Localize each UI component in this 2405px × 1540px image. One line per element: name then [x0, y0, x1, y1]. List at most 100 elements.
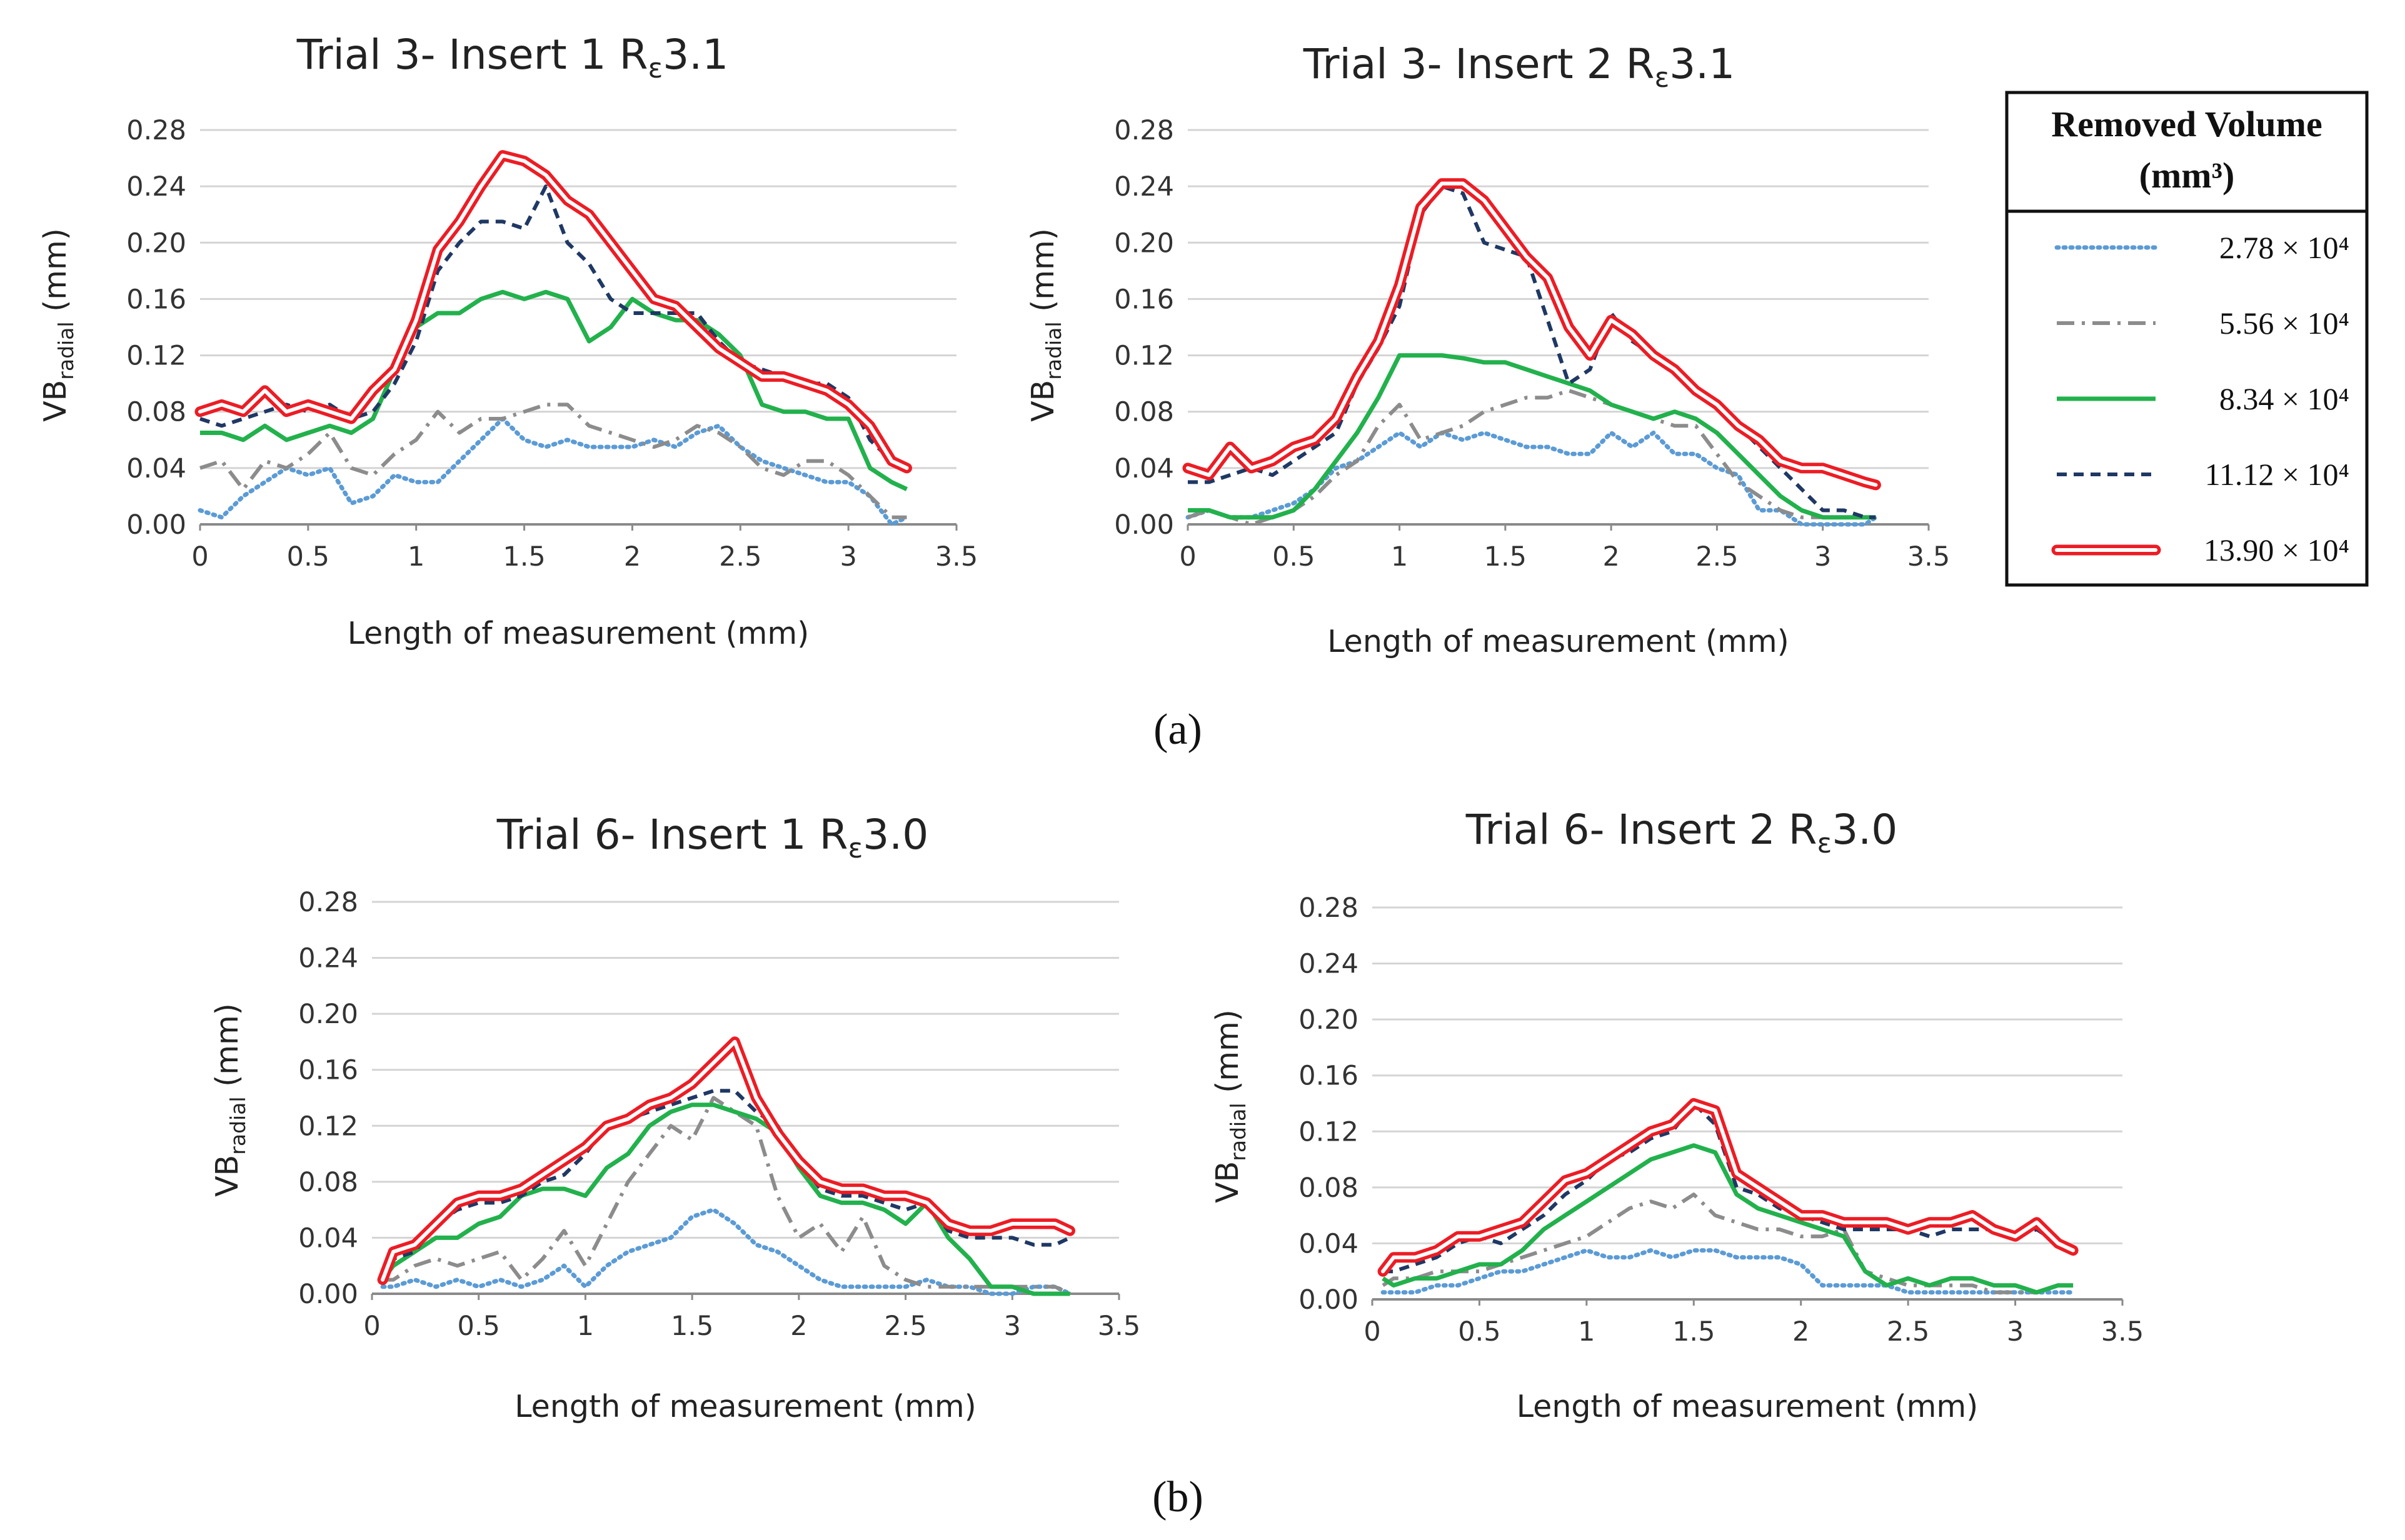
chart-title-sub: ε: [848, 832, 863, 864]
chart-title-tail: 3.1: [663, 31, 728, 79]
series-line-1: [1380, 1248, 2076, 1295]
series-line-3: [1188, 353, 1876, 520]
panel-label-b: (b): [1152, 1473, 1203, 1521]
x-tick-label: 0: [1363, 1316, 1380, 1348]
x-tick-label: 0.5: [287, 541, 329, 572]
y-tick-label: 0.04: [1298, 1228, 1358, 1259]
y-axis-label-main: VB: [209, 1155, 245, 1197]
x-tick-label: 2.5: [1887, 1316, 1929, 1348]
series-line-3: [1382, 1143, 2074, 1295]
y-tick-label: 0.12: [298, 1111, 358, 1142]
legend-frame: [2005, 91, 2369, 587]
y-axis-label-sub: radial: [1226, 1102, 1250, 1161]
y-tick-label: 0.08: [1114, 397, 1174, 428]
chart-trial6-insert2: Trial 6- Insert 2 Rε3.0 0.00 0.04 0.08 0.12 0…: [1210, 806, 2144, 1424]
series-line-2: [199, 402, 907, 519]
x-tick-label: 1.5: [503, 541, 545, 572]
x-tick-label: 1: [577, 1311, 594, 1342]
chart-title-main: Trial 6- Insert 2 R: [1465, 806, 1817, 854]
x-tick-label: 1: [1578, 1316, 1595, 1348]
x-tick-label: 3: [1814, 541, 1831, 572]
x-tick-label: 3: [2007, 1316, 2024, 1348]
y-tick-label: 0.20: [1114, 228, 1174, 259]
legend-entry-4: 11.12 × 10⁴: [2205, 457, 2349, 492]
series-line-3: [381, 1102, 1070, 1296]
chart-title-sub: ε: [648, 52, 663, 84]
y-tick-label: 0.04: [126, 453, 186, 484]
x-tick-label: 3: [1004, 1311, 1021, 1342]
y-tick-label: 0.16: [1114, 284, 1174, 315]
y-tick-label: 0.16: [1298, 1061, 1358, 1092]
y-tick-label: 0.12: [126, 341, 186, 372]
x-tick-label: 2: [1792, 1316, 1809, 1348]
x-tick-label: 3.5: [1098, 1311, 1140, 1342]
series-line-2: [1382, 1192, 2074, 1294]
series-line-5-outer: [194, 150, 912, 474]
x-tick-label: 3: [840, 541, 856, 572]
x-tick-label: 3.5: [1907, 541, 1950, 572]
y-axis-label-unit: (mm): [209, 1003, 245, 1096]
legend-entries: 2.78 × 10⁴ 5.56 × 10⁴ 8.34 × 10⁴ 11.12 × 10…: [2051, 230, 2349, 568]
chart-title-sub: ε: [1817, 828, 1832, 859]
y-axis-label-sub: radial: [226, 1096, 250, 1154]
x-tick-label: 2: [624, 541, 641, 572]
x-tick-label: 1: [408, 541, 424, 572]
x-tick-label: 0.5: [1272, 541, 1315, 572]
y-tick-label: 0.16: [126, 284, 186, 315]
x-axis-label: Length of measurement (mm): [1327, 624, 1789, 659]
x-axis-label: Length of measurement (mm): [1517, 1389, 1979, 1424]
series-line-1: [380, 1208, 1072, 1296]
series-line-4: [1188, 184, 1876, 519]
y-tick-label: 0.00: [1114, 509, 1174, 541]
chart-title-tail: 3.0: [863, 811, 928, 859]
legend-entry-3: 8.34 × 10⁴: [2219, 381, 2349, 416]
y-tick-label: 0.20: [126, 228, 186, 259]
y-tick-label: 0.00: [298, 1279, 358, 1310]
chart-title: Trial 6- Insert 1 Rε3.0: [496, 811, 929, 864]
legend-entry-1: 2.78 × 10⁴: [2219, 230, 2349, 265]
series-line-5-inner: [1186, 181, 1878, 487]
x-tick-label: 1.5: [1672, 1316, 1715, 1348]
legend-title-line1: Removed Volume: [2051, 104, 2322, 144]
chart-trial6-insert1: Trial 6- Insert 1 Rε3.0 0.00 0.04 0.08 0.12 0…: [209, 811, 1140, 1424]
chart-title-tail: 3.1: [1669, 40, 1735, 88]
y-axis-label-main: VB: [1025, 380, 1061, 422]
series-line-5-outer: [1182, 178, 1881, 491]
x-tick-label: 2: [790, 1311, 807, 1342]
x-axis-label: Length of measurement (mm): [348, 616, 810, 651]
series-line-5-inner: [1381, 1101, 2076, 1274]
chart-title: Trial 3- Insert 1 Rε3.1: [296, 31, 729, 84]
y-tick-label: 0.08: [126, 397, 186, 428]
x-tick-label: 2.5: [884, 1311, 926, 1342]
y-tick-label: 0.20: [298, 999, 358, 1030]
y-axis-label-unit: (mm): [1210, 1009, 1245, 1102]
chart-title-main: Trial 6- Insert 1 R: [496, 811, 848, 859]
y-tick-label: 0.12: [1298, 1116, 1358, 1148]
x-tick-label: 1: [1391, 541, 1408, 572]
x-tick-label: 3.5: [2101, 1316, 2144, 1348]
legend-entry-5: 13.90 × 10⁴: [2204, 532, 2349, 568]
series-line-4: [1383, 1101, 2074, 1274]
y-axis-label-unit: (mm): [1025, 228, 1061, 321]
series-line-4: [381, 1089, 1071, 1281]
y-tick-label: 0.08: [1298, 1172, 1358, 1204]
x-tick-label: 3.5: [935, 541, 978, 572]
y-tick-label: 0.04: [298, 1222, 358, 1254]
y-axis-label-main: VB: [1210, 1161, 1245, 1203]
series-line-1: [1185, 431, 1878, 527]
legend-entry-2: 5.56 × 10⁴: [2219, 306, 2349, 341]
chart-trial3-insert1: Trial 3- Insert 1 Rε3.1 0.00 0.04 0.08 0.12 0…: [38, 31, 978, 651]
x-axis-label: Length of measurement (mm): [515, 1389, 977, 1424]
y-tick-label: 0.00: [126, 509, 186, 541]
chart-title-main: Trial 3- Insert 1 R: [296, 31, 648, 79]
y-axis-label: VBradial (mm): [1025, 228, 1066, 422]
chart-title: Trial 3- Insert 2 Rε3.1: [1303, 40, 1735, 94]
y-axis-label: VBradial (mm): [209, 1003, 250, 1197]
y-tick-label: 0.24: [126, 171, 186, 202]
y-tick-label: 0.24: [1298, 949, 1358, 980]
y-tick-label: 0.24: [1114, 171, 1174, 202]
x-tick-label: 0.5: [1458, 1316, 1500, 1348]
series-line-5-outer: [377, 1036, 1075, 1286]
series-line-2: [383, 1096, 1071, 1296]
x-tick-label: 2.5: [719, 541, 761, 572]
